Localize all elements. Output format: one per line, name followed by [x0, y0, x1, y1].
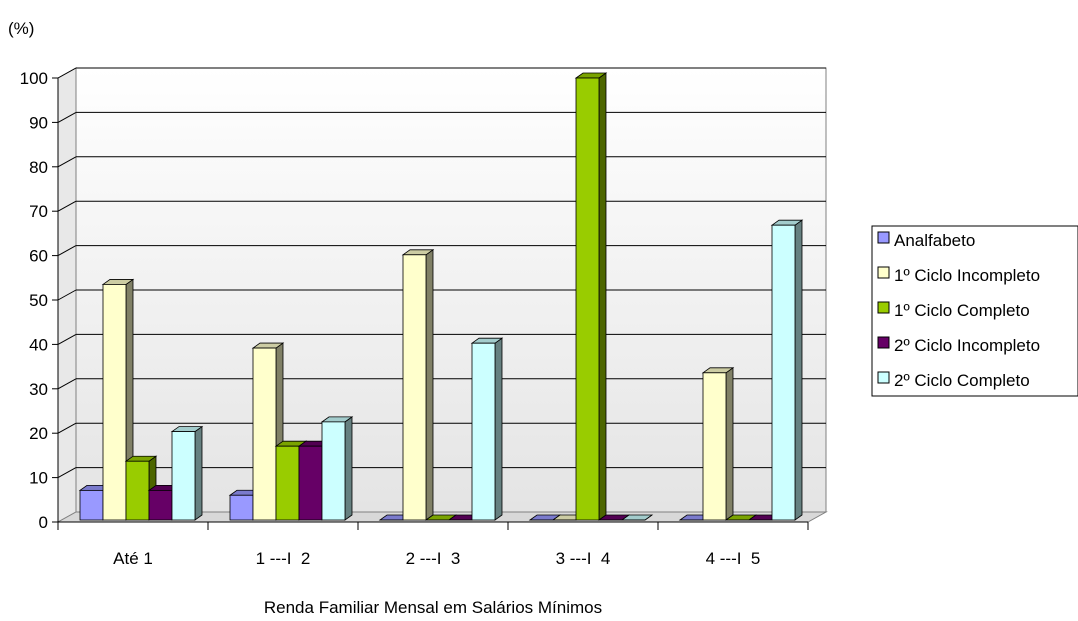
x-axis-label: Renda Familiar Mensal em Salários Mínimo…	[264, 598, 602, 617]
legend-swatch	[877, 266, 890, 279]
bar-front	[702, 372, 727, 521]
y-tick-label: 70	[29, 202, 48, 221]
bar	[701, 367, 735, 521]
y-tick-label: 100	[20, 69, 48, 88]
bar	[770, 219, 804, 521]
bar-side	[194, 425, 203, 521]
axes	[52, 77, 809, 530]
bar	[574, 72, 608, 521]
bar-front	[148, 489, 173, 521]
legend-label: 1º Ciclo Incompleto	[894, 266, 1040, 285]
gridline	[57, 156, 77, 168]
y-tick-label: 40	[29, 335, 48, 354]
legend-label: 1º Ciclo Completo	[894, 301, 1030, 320]
y-tick-label: 50	[29, 291, 48, 310]
legend-label: Analfabeto	[894, 231, 975, 250]
bar	[170, 425, 204, 521]
legend-swatch	[877, 231, 890, 244]
bar-front	[298, 445, 323, 521]
bar-side	[598, 72, 607, 521]
gridline	[57, 200, 77, 212]
bar-front	[79, 489, 104, 521]
y-tick-label: 60	[29, 247, 48, 266]
gridline	[57, 422, 77, 434]
bar-front	[771, 224, 796, 521]
bar-front	[171, 431, 196, 521]
gridline	[57, 333, 77, 345]
y-tick-label: 90	[29, 113, 48, 132]
legend: Analfabeto 1º Ciclo Incompleto 1º Ciclo Co…	[871, 225, 1078, 397]
bar-side	[344, 416, 353, 521]
y-tick-label: 10	[29, 469, 48, 488]
gridline	[57, 378, 77, 390]
x-tick-label: 3 ---I 4	[556, 549, 611, 568]
bar-side	[425, 249, 434, 521]
gridline	[57, 245, 77, 257]
y-tick-label: 30	[29, 380, 48, 399]
gridline	[57, 111, 77, 123]
legend-box	[871, 225, 1078, 397]
bar-front	[252, 347, 277, 521]
bar-front	[471, 342, 496, 521]
bar-front	[321, 421, 346, 521]
x-tick-label: 4 ---I 5	[706, 549, 761, 568]
legend-swatch	[877, 301, 890, 314]
y-tick-label: 0	[39, 513, 48, 532]
gridline	[57, 289, 77, 301]
legend-label: 2º Ciclo Incompleto	[894, 336, 1040, 355]
bar-front	[125, 460, 150, 521]
legend-swatch	[877, 371, 890, 384]
bar	[401, 249, 435, 521]
bars	[78, 72, 804, 521]
bar	[470, 337, 504, 521]
x-tick-label: 1 ---I 2	[256, 549, 311, 568]
bar	[620, 514, 654, 521]
tick-labels: 0 10 20 30 40 50 60 70 80 90 100 Até 1 1 ---I 2 2 ---…	[20, 69, 761, 568]
gridline	[57, 467, 77, 479]
bar-side	[794, 219, 803, 521]
y-tick-label: 20	[29, 424, 48, 443]
bar	[320, 416, 354, 521]
bar-side	[494, 337, 503, 521]
y-axis-label: (%)	[8, 19, 34, 38]
legend-label: 2º Ciclo Completo	[894, 371, 1030, 390]
legend-swatch	[877, 336, 890, 349]
bar-front	[275, 445, 300, 521]
bar-front	[402, 254, 427, 521]
bar-front	[102, 284, 127, 521]
gridlines	[57, 67, 826, 479]
bar-side	[725, 367, 734, 521]
x-tick-label: 2 ---I 3	[406, 549, 461, 568]
bar-front	[229, 494, 254, 521]
y-tick-label: 80	[29, 158, 48, 177]
x-tick-label: Até 1	[113, 549, 153, 568]
gridline	[57, 67, 77, 79]
bar-front	[575, 77, 600, 521]
